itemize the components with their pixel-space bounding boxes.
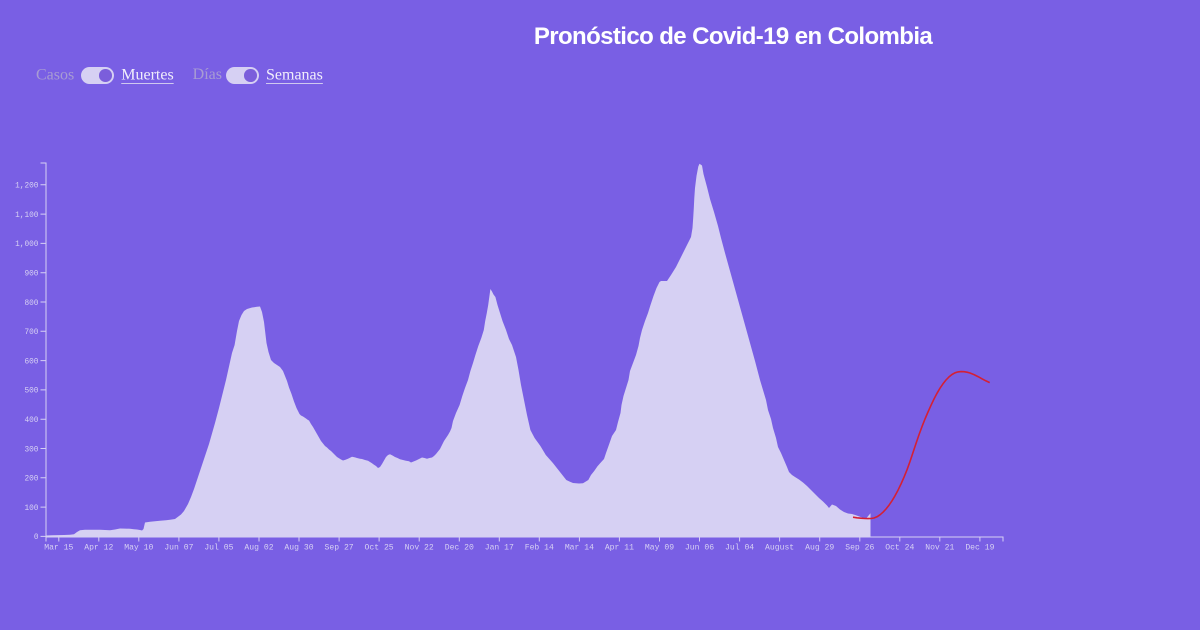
svg-text:May 09: May 09 [645, 544, 674, 553]
svg-text:May 10: May 10 [124, 544, 153, 553]
svg-text:Aug 30: Aug 30 [284, 544, 313, 553]
svg-text:August: August [765, 544, 794, 553]
svg-text:Apr 12: Apr 12 [84, 544, 113, 553]
svg-text:Mar 14: Mar 14 [565, 544, 594, 553]
svg-text:Oct 24: Oct 24 [885, 544, 914, 553]
svg-text:300: 300 [24, 446, 38, 454]
svg-text:Dec 20: Dec 20 [445, 544, 474, 553]
svg-text:Mar 15: Mar 15 [44, 544, 73, 553]
svg-text:Sep 26: Sep 26 [845, 544, 874, 553]
svg-text:Jul 04: Jul 04 [725, 544, 754, 553]
svg-text:Jun 06: Jun 06 [685, 544, 714, 553]
svg-text:Nov 22: Nov 22 [405, 544, 434, 553]
svg-text:Sep 27: Sep 27 [325, 544, 354, 553]
svg-text:Apr 11: Apr 11 [605, 544, 634, 553]
svg-text:1,000: 1,000 [15, 241, 39, 249]
svg-text:Aug 29: Aug 29 [805, 544, 834, 553]
svg-text:Aug 02: Aug 02 [244, 544, 273, 553]
svg-text:100: 100 [24, 505, 38, 513]
svg-text:900: 900 [24, 271, 38, 279]
svg-text:Jun 07: Jun 07 [164, 544, 193, 553]
svg-text:400: 400 [24, 417, 38, 425]
svg-text:Dec 19: Dec 19 [965, 544, 994, 553]
svg-text:600: 600 [24, 358, 38, 366]
svg-text:Jul 05: Jul 05 [204, 544, 233, 553]
svg-text:1,200: 1,200 [15, 183, 39, 191]
svg-text:Jan 17: Jan 17 [485, 544, 514, 553]
svg-text:700: 700 [24, 329, 38, 337]
svg-text:Nov 21: Nov 21 [925, 544, 954, 553]
svg-text:Oct 25: Oct 25 [365, 544, 394, 553]
svg-text:500: 500 [24, 388, 38, 396]
svg-text:Feb 14: Feb 14 [525, 544, 554, 553]
svg-text:800: 800 [24, 300, 38, 308]
svg-text:0: 0 [34, 534, 39, 542]
svg-text:200: 200 [24, 476, 38, 484]
svg-text:1,100: 1,100 [15, 212, 39, 220]
